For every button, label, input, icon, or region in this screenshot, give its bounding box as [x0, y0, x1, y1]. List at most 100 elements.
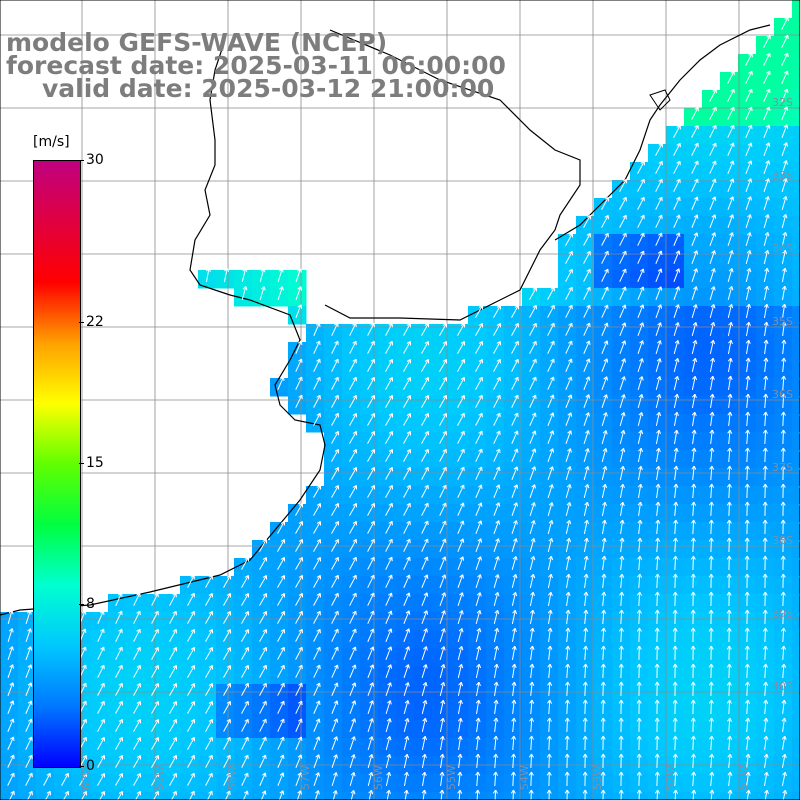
wind-arrow	[727, 88, 735, 102]
wind-arrow	[727, 303, 734, 319]
wind-arrow	[673, 232, 681, 246]
wind-arrow	[601, 250, 609, 264]
wind-arrow	[727, 124, 735, 138]
colorbar-tick-mark	[79, 321, 84, 323]
longitude-label: 59W	[153, 765, 166, 790]
wind-arrow	[745, 70, 753, 84]
wind-arrow	[691, 106, 699, 120]
wind-arrow	[601, 214, 609, 228]
wind-arrow	[565, 322, 573, 336]
wind-arrow	[583, 340, 591, 354]
wind-speed-cell	[792, 72, 800, 91]
wind-arrow	[673, 250, 681, 264]
wind-arrow	[763, 249, 770, 265]
wind-speed-cell	[792, 144, 800, 163]
wind-arrows	[7, 9, 800, 800]
wind-arrow	[745, 232, 752, 247]
wind-arrow	[565, 232, 574, 246]
wind-arrow	[655, 214, 663, 228]
wind-arrow	[763, 88, 771, 102]
wind-arrow	[457, 323, 466, 336]
wind-speed-cell	[792, 468, 800, 487]
wind-arrow	[727, 321, 734, 337]
wind-arrow	[655, 286, 663, 300]
title-valid-date: valid date: 2025-03-12 21:00:00	[42, 74, 495, 103]
wind-arrow	[781, 267, 787, 283]
wind-arrow	[475, 305, 484, 318]
wind-speed-cell	[72, 792, 91, 800]
wind-speed-cell	[756, 792, 775, 800]
wind-arrow	[655, 160, 663, 174]
wind-arrow	[241, 286, 248, 301]
wind-arrow	[781, 285, 787, 301]
wind-speed-cell	[54, 792, 73, 800]
wind-arrow	[475, 340, 484, 354]
wind-arrow	[295, 286, 303, 300]
wind-arrow	[583, 322, 591, 336]
wind-arrow	[655, 196, 663, 210]
wind-arrow	[619, 214, 627, 228]
wind-arrow	[439, 323, 448, 336]
wind-arrow	[655, 322, 662, 337]
wind-speed-cell	[288, 792, 307, 800]
colorbar-tick-label: 22	[86, 313, 104, 330]
wind-arrow	[637, 322, 645, 336]
wind-arrow	[781, 339, 787, 355]
wind-arrow	[709, 304, 716, 319]
wind-arrow	[745, 321, 751, 337]
wind-arrow	[673, 322, 680, 337]
wind-arrow	[727, 214, 734, 228]
wind-speed-cell	[378, 792, 397, 800]
colorbar-tick-label: 15	[86, 455, 104, 471]
wind-arrow	[583, 250, 591, 264]
wind-arrow	[223, 267, 230, 283]
wind-arrow	[673, 142, 681, 156]
wind-arrow	[763, 303, 769, 319]
wind-arrow	[601, 196, 609, 210]
wind-arrow	[511, 340, 519, 354]
wind-arrow	[709, 339, 716, 355]
wind-arrow	[637, 196, 645, 210]
wind-arrow	[655, 250, 663, 264]
wind-arrow	[493, 340, 501, 354]
wind-arrow	[583, 286, 591, 300]
wind-speed-cell	[180, 792, 199, 800]
wind-arrow	[295, 304, 303, 318]
wind-arrow	[763, 232, 770, 247]
wind-speed-cell	[792, 252, 800, 271]
wind-arrow	[655, 268, 663, 282]
wind-arrow	[637, 268, 645, 282]
latitude-label: 39S	[772, 607, 793, 620]
wind-speed-cell	[792, 630, 800, 649]
wind-arrow	[781, 142, 788, 156]
wind-speed-cell	[792, 216, 800, 235]
longitude-label: 54W	[518, 765, 531, 790]
wind-arrow	[619, 304, 627, 318]
wind-arrow	[403, 322, 411, 336]
wind-speed-cell	[774, 792, 793, 800]
wind-speed-cell	[792, 234, 800, 253]
wind-speed-cell	[36, 792, 55, 800]
wind-arrow	[619, 178, 627, 192]
colorbar-tick-mark	[79, 160, 84, 161]
wind-speed-cell	[738, 792, 757, 800]
colorbar-gradient	[33, 160, 81, 768]
wind-arrow	[637, 340, 644, 354]
wind-arrow	[745, 250, 752, 265]
latitude-label: 35S	[772, 315, 793, 328]
wind-arrow	[619, 268, 627, 282]
wind-speed-cell	[324, 792, 343, 800]
wind-speed-cell	[792, 432, 800, 451]
wind-arrow	[691, 322, 698, 337]
wind-arrow	[529, 358, 537, 372]
wind-arrow	[781, 231, 788, 247]
wind-speed-cell	[792, 414, 800, 433]
wind-arrow	[781, 249, 788, 265]
wind-arrow	[421, 359, 430, 372]
wind-arrow	[565, 358, 573, 372]
wind-speed-cell	[90, 792, 109, 800]
wind-arrow	[313, 358, 321, 372]
wind-arrow	[673, 160, 681, 174]
wind-arrow	[763, 214, 770, 229]
